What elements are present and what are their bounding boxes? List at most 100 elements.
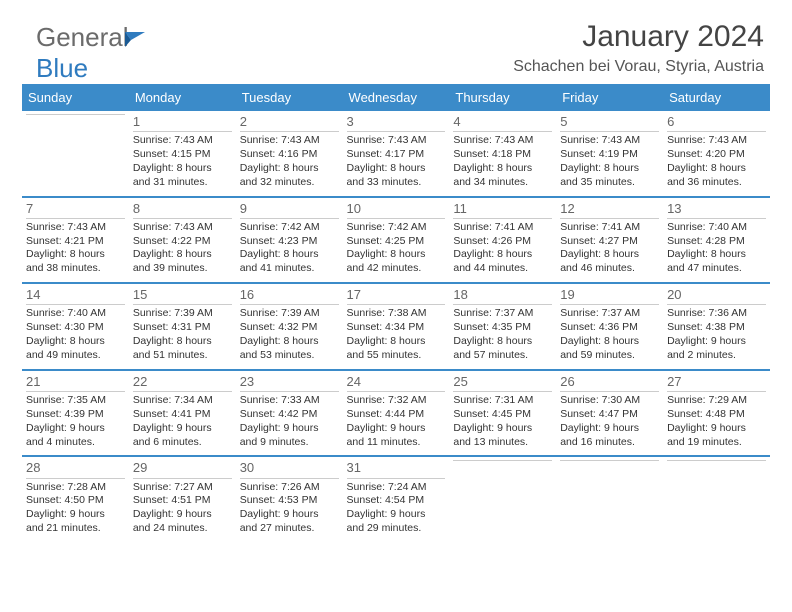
cell-divider xyxy=(26,218,125,219)
sunset-text: Sunset: 4:51 PM xyxy=(133,494,232,508)
day-cell: 20Sunrise: 7:36 AMSunset: 4:38 PMDayligh… xyxy=(663,284,770,369)
day-cell: 18Sunrise: 7:37 AMSunset: 4:35 PMDayligh… xyxy=(449,284,556,369)
day-cell: 22Sunrise: 7:34 AMSunset: 4:41 PMDayligh… xyxy=(129,371,236,456)
sunrise-text: Sunrise: 7:39 AM xyxy=(133,307,232,321)
day-cell: 26Sunrise: 7:30 AMSunset: 4:47 PMDayligh… xyxy=(556,371,663,456)
sunset-text: Sunset: 4:47 PM xyxy=(560,408,659,422)
sunset-text: Sunset: 4:41 PM xyxy=(133,408,232,422)
sunrise-text: Sunrise: 7:43 AM xyxy=(453,134,552,148)
cell-divider xyxy=(240,304,339,305)
cell-divider xyxy=(667,218,766,219)
daylight-text: Daylight: 8 hours and 31 minutes. xyxy=(133,162,232,190)
sunrise-text: Sunrise: 7:43 AM xyxy=(133,134,232,148)
daylight-text: Daylight: 8 hours and 59 minutes. xyxy=(560,335,659,363)
sunset-text: Sunset: 4:18 PM xyxy=(453,148,552,162)
cell-divider xyxy=(667,131,766,132)
day-number: 16 xyxy=(240,286,339,303)
daylight-text: Daylight: 8 hours and 36 minutes. xyxy=(667,162,766,190)
day-number: 19 xyxy=(560,286,659,303)
day-number: 6 xyxy=(667,113,766,130)
cell-divider xyxy=(667,304,766,305)
cell-divider xyxy=(347,131,446,132)
sunset-text: Sunset: 4:25 PM xyxy=(347,235,446,249)
daylight-text: Daylight: 9 hours and 6 minutes. xyxy=(133,422,232,450)
logo-flag-icon xyxy=(125,30,147,48)
sunrise-text: Sunrise: 7:41 AM xyxy=(453,221,552,235)
sunrise-text: Sunrise: 7:29 AM xyxy=(667,394,766,408)
sunrise-text: Sunrise: 7:37 AM xyxy=(560,307,659,321)
day-cell: 5Sunrise: 7:43 AMSunset: 4:19 PMDaylight… xyxy=(556,111,663,196)
weeks-container: 1Sunrise: 7:43 AMSunset: 4:15 PMDaylight… xyxy=(22,111,770,542)
sunrise-text: Sunrise: 7:43 AM xyxy=(133,221,232,235)
sunset-text: Sunset: 4:16 PM xyxy=(240,148,339,162)
sunset-text: Sunset: 4:17 PM xyxy=(347,148,446,162)
sunrise-text: Sunrise: 7:43 AM xyxy=(667,134,766,148)
sunset-text: Sunset: 4:38 PM xyxy=(667,321,766,335)
cell-divider xyxy=(133,131,232,132)
daylight-text: Daylight: 8 hours and 35 minutes. xyxy=(560,162,659,190)
day-header: Sunday xyxy=(22,84,129,111)
day-number: 27 xyxy=(667,373,766,390)
sunset-text: Sunset: 4:20 PM xyxy=(667,148,766,162)
sunrise-text: Sunrise: 7:24 AM xyxy=(347,481,446,495)
location: Schachen bei Vorau, Styria, Austria xyxy=(513,58,764,76)
week-row: 7Sunrise: 7:43 AMSunset: 4:21 PMDaylight… xyxy=(22,196,770,283)
sunset-text: Sunset: 4:35 PM xyxy=(453,321,552,335)
sunset-text: Sunset: 4:44 PM xyxy=(347,408,446,422)
day-cell: 2Sunrise: 7:43 AMSunset: 4:16 PMDaylight… xyxy=(236,111,343,196)
day-cell: 13Sunrise: 7:40 AMSunset: 4:28 PMDayligh… xyxy=(663,198,770,283)
day-number: 8 xyxy=(133,200,232,217)
week-row: 21Sunrise: 7:35 AMSunset: 4:39 PMDayligh… xyxy=(22,369,770,456)
day-header: Friday xyxy=(556,84,663,111)
daylight-text: Daylight: 9 hours and 2 minutes. xyxy=(667,335,766,363)
sunrise-text: Sunrise: 7:34 AM xyxy=(133,394,232,408)
cell-divider xyxy=(667,460,766,461)
sunset-text: Sunset: 4:15 PM xyxy=(133,148,232,162)
day-cell xyxy=(449,457,556,542)
day-cell: 24Sunrise: 7:32 AMSunset: 4:44 PMDayligh… xyxy=(343,371,450,456)
sunrise-text: Sunrise: 7:39 AM xyxy=(240,307,339,321)
day-cell: 6 Sunrise: 7:43 AMSunset: 4:20 PMDaylight… xyxy=(663,111,770,196)
cell-divider xyxy=(560,304,659,305)
daylight-text: Daylight: 8 hours and 57 minutes. xyxy=(453,335,552,363)
cell-divider xyxy=(26,478,125,479)
day-number: 14 xyxy=(26,286,125,303)
sunrise-text: Sunrise: 7:36 AM xyxy=(667,307,766,321)
daylight-text: Daylight: 9 hours and 27 minutes. xyxy=(240,508,339,536)
daylight-text: Daylight: 8 hours and 55 minutes. xyxy=(347,335,446,363)
sunset-text: Sunset: 4:19 PM xyxy=(560,148,659,162)
daylight-text: Daylight: 8 hours and 33 minutes. xyxy=(347,162,446,190)
cell-divider xyxy=(26,304,125,305)
cell-divider xyxy=(347,391,446,392)
day-cell xyxy=(663,457,770,542)
cell-divider xyxy=(26,114,125,115)
daylight-text: Daylight: 9 hours and 24 minutes. xyxy=(133,508,232,536)
logo-text-2: Blue xyxy=(36,53,88,83)
daylight-text: Daylight: 9 hours and 4 minutes. xyxy=(26,422,125,450)
day-number: 2 xyxy=(240,113,339,130)
day-header: Tuesday xyxy=(236,84,343,111)
sunrise-text: Sunrise: 7:42 AM xyxy=(240,221,339,235)
sunrise-text: Sunrise: 7:43 AM xyxy=(240,134,339,148)
day-number: 31 xyxy=(347,459,446,476)
daylight-text: Daylight: 9 hours and 9 minutes. xyxy=(240,422,339,450)
cell-divider xyxy=(240,218,339,219)
day-number: 4 xyxy=(453,113,552,130)
daylight-text: Daylight: 8 hours and 34 minutes. xyxy=(453,162,552,190)
day-number: 29 xyxy=(133,459,232,476)
day-cell: 11Sunrise: 7:41 AMSunset: 4:26 PMDayligh… xyxy=(449,198,556,283)
daylight-text: Daylight: 8 hours and 53 minutes. xyxy=(240,335,339,363)
cell-divider xyxy=(347,304,446,305)
day-cell: 27Sunrise: 7:29 AMSunset: 4:48 PMDayligh… xyxy=(663,371,770,456)
cell-divider xyxy=(240,478,339,479)
sunrise-text: Sunrise: 7:42 AM xyxy=(347,221,446,235)
sunset-text: Sunset: 4:32 PM xyxy=(240,321,339,335)
page-title: January 2024 xyxy=(513,20,764,54)
day-number: 12 xyxy=(560,200,659,217)
daylight-text: Daylight: 8 hours and 51 minutes. xyxy=(133,335,232,363)
sunrise-text: Sunrise: 7:38 AM xyxy=(347,307,446,321)
day-number: 1 xyxy=(133,113,232,130)
sunset-text: Sunset: 4:28 PM xyxy=(667,235,766,249)
daylight-text: Daylight: 9 hours and 19 minutes. xyxy=(667,422,766,450)
cell-divider xyxy=(453,304,552,305)
